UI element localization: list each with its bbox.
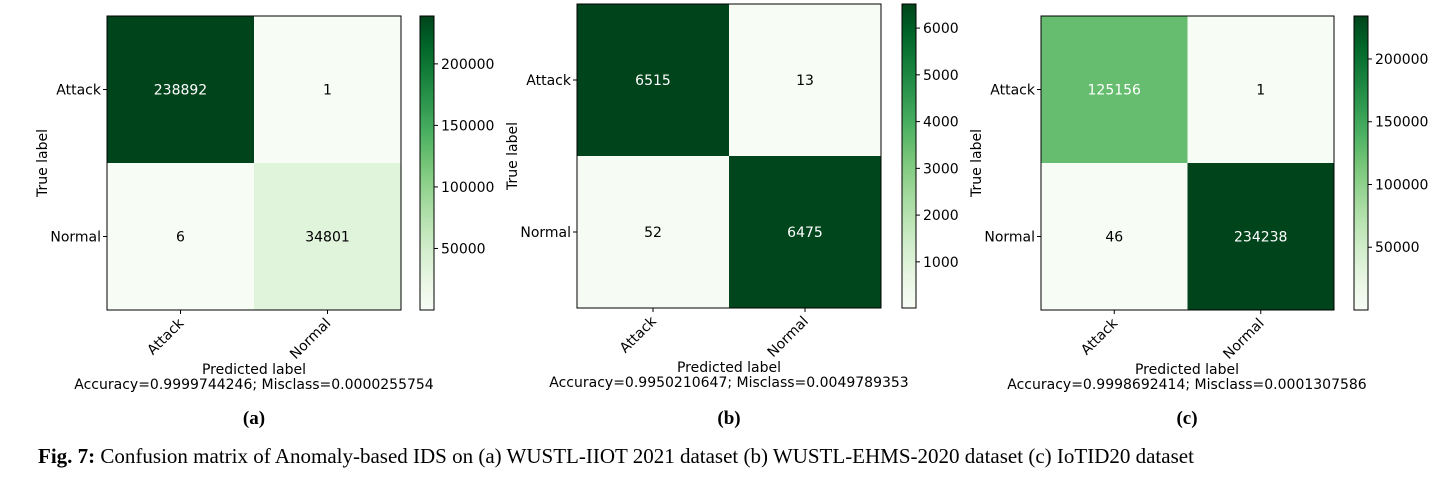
- colorbar-tick-label: 3000: [923, 161, 959, 177]
- x-axis-label: Predicted label: [677, 360, 781, 376]
- matrix-cell: [729, 4, 881, 156]
- y-axis-label: True label: [35, 129, 51, 198]
- cell-value-label: 238892: [154, 83, 207, 99]
- confusion-matrix-panel-3: 125156 1 46 234238 Attack Normal Attack Normal T…: [969, 15, 1428, 429]
- metrics-label: Accuracy=0.9999744246; Misclass=0.000025…: [74, 377, 434, 393]
- x-axis-label: Predicted label: [1135, 362, 1239, 378]
- matrix-cell: [254, 16, 401, 163]
- cell-value-label: 6: [176, 230, 185, 246]
- matrix-cell: [729, 156, 881, 308]
- figure-caption: Fig. 7: Confusion matrix of Anomaly-base…: [38, 444, 1448, 469]
- colorbar-tick-label: 5000: [923, 68, 959, 84]
- colorbar-tick-label: 2000: [923, 208, 959, 224]
- colorbar-tick-label: 100000: [441, 180, 494, 196]
- cell-value-label: 52: [644, 225, 662, 241]
- y-axis-label: True label: [969, 129, 985, 198]
- cell-value-label: 1: [323, 83, 332, 99]
- matrix-cell: [107, 163, 254, 310]
- matrix-frame: [576, 3, 882, 309]
- matrix-cell: [254, 163, 401, 310]
- cell-value-label: 6515: [635, 73, 671, 89]
- colorbar-tick-label: 150000: [1375, 115, 1428, 131]
- panel-label: (b): [717, 408, 740, 429]
- cell-value-label: 125156: [1088, 83, 1142, 99]
- x-tick-label: Normal: [287, 316, 334, 363]
- x-tick-label: Attack: [1078, 315, 1122, 359]
- x-tick-label: Normal: [765, 314, 812, 361]
- colorbar-tick-label: 50000: [441, 241, 486, 257]
- matrix-cell: [1187, 163, 1334, 310]
- matrix-frame: [106, 15, 402, 311]
- colorbar-tick-label: 200000: [441, 57, 494, 73]
- y-tick-label: Normal: [50, 230, 101, 246]
- panel-label: (a): [243, 408, 265, 429]
- metrics-label: Accuracy=0.9998692414; Misclass=0.000130…: [1007, 377, 1367, 393]
- cell-value-label: 234238: [1234, 230, 1287, 246]
- colorbar: [419, 15, 435, 311]
- matrix-frame: [1040, 15, 1335, 311]
- y-tick-label: Normal: [520, 225, 571, 241]
- colorbar-tick-label: 4000: [923, 115, 959, 131]
- confusion-matrix-figure: 238892 1 6 34801 Attack Normal Attack Normal Tru…: [35, 3, 1428, 429]
- panel-label: (c): [1176, 408, 1197, 429]
- colorbar-tick-label: 150000: [441, 118, 494, 134]
- matrix-cell: [107, 16, 254, 163]
- y-tick-label: Attack: [990, 83, 1036, 99]
- y-tick-label: Attack: [526, 73, 572, 89]
- metrics-label: Accuracy=0.9950210647; Misclass=0.004978…: [549, 375, 908, 391]
- y-tick-label: Normal: [984, 230, 1035, 246]
- confusion-matrix-panel-2: 6515 13 52 6475 Attack Normal Attack Normal True…: [505, 3, 959, 429]
- colorbar-tick-label: 6000: [923, 21, 959, 37]
- confusion-matrix-panel-1: 238892 1 6 34801 Attack Normal Attack Normal Tru…: [35, 15, 494, 429]
- matrix-cell: [1187, 16, 1334, 163]
- colorbar-tick-label: 100000: [1375, 177, 1428, 193]
- matrix-cell: [1041, 16, 1188, 163]
- x-tick-label: Normal: [1220, 316, 1267, 363]
- colorbar-tick-label: 50000: [1375, 240, 1420, 256]
- matrix-cell: [577, 4, 729, 156]
- caption-text: Confusion matrix of Anomaly-based IDS on…: [95, 444, 1194, 468]
- colorbar-tick-label: 200000: [1375, 52, 1428, 68]
- colorbar: [1353, 15, 1369, 311]
- caption-prefix: Fig. 7:: [38, 444, 96, 468]
- x-tick-label: Attack: [617, 313, 661, 357]
- y-tick-label: Attack: [56, 83, 102, 99]
- colorbar: [901, 3, 917, 309]
- cell-value-label: 46: [1105, 230, 1123, 246]
- matrix-cell: [577, 156, 729, 308]
- x-axis-label: Predicted label: [202, 362, 306, 378]
- cell-value-label: 13: [796, 73, 814, 89]
- cell-value-label: 34801: [305, 230, 350, 246]
- cell-value-label: 6475: [787, 225, 823, 241]
- y-axis-label: True label: [505, 122, 521, 191]
- cell-value-label: 1: [1256, 83, 1265, 99]
- matrix-cell: [1041, 163, 1188, 310]
- colorbar-tick-label: 1000: [923, 255, 959, 271]
- x-tick-label: Attack: [144, 315, 188, 359]
